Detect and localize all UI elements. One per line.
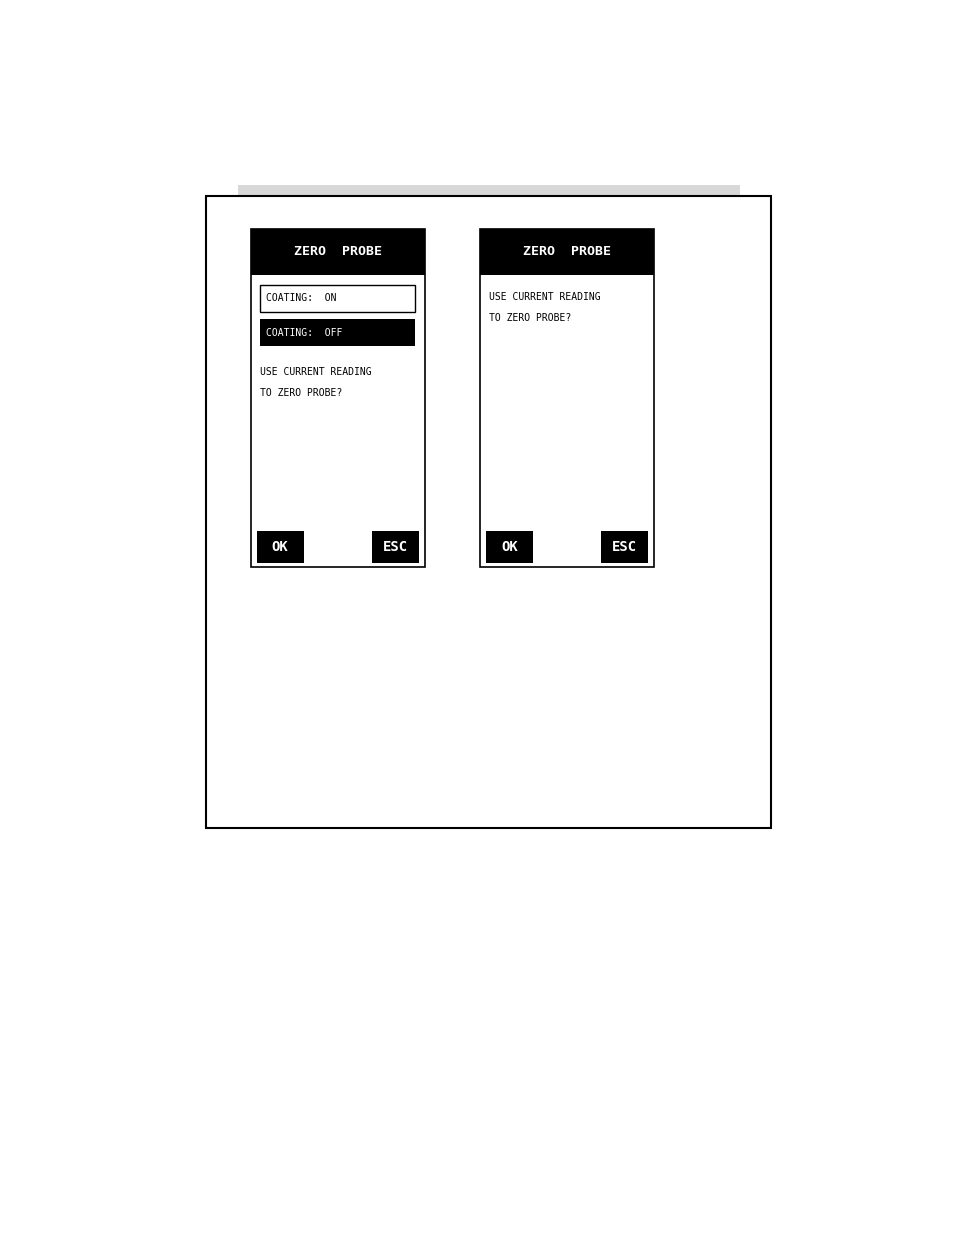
Bar xyxy=(479,228,653,274)
Bar xyxy=(206,195,771,829)
Text: ZERO  PROBE: ZERO PROBE xyxy=(294,246,381,258)
Text: OK: OK xyxy=(272,540,289,555)
Bar xyxy=(256,531,303,563)
Bar xyxy=(600,531,647,563)
Bar xyxy=(372,531,418,563)
Text: TO ZERO PROBE?: TO ZERO PROBE? xyxy=(488,312,571,322)
Bar xyxy=(251,228,424,567)
Bar xyxy=(485,531,533,563)
Bar xyxy=(259,320,415,346)
Bar xyxy=(237,185,740,200)
Text: OK: OK xyxy=(500,540,517,555)
Text: COATING:  ON: COATING: ON xyxy=(265,294,335,304)
Text: ESC: ESC xyxy=(611,540,637,555)
Text: ZERO  PROBE: ZERO PROBE xyxy=(522,246,610,258)
Bar xyxy=(251,228,424,274)
Text: COATING:  OFF: COATING: OFF xyxy=(265,327,342,337)
Bar xyxy=(259,285,415,311)
Text: USE CURRENT READING: USE CURRENT READING xyxy=(259,367,371,377)
Bar xyxy=(479,228,653,567)
Text: TO ZERO PROBE?: TO ZERO PROBE? xyxy=(259,388,341,398)
Text: USE CURRENT READING: USE CURRENT READING xyxy=(488,291,600,301)
Text: ESC: ESC xyxy=(382,540,407,555)
